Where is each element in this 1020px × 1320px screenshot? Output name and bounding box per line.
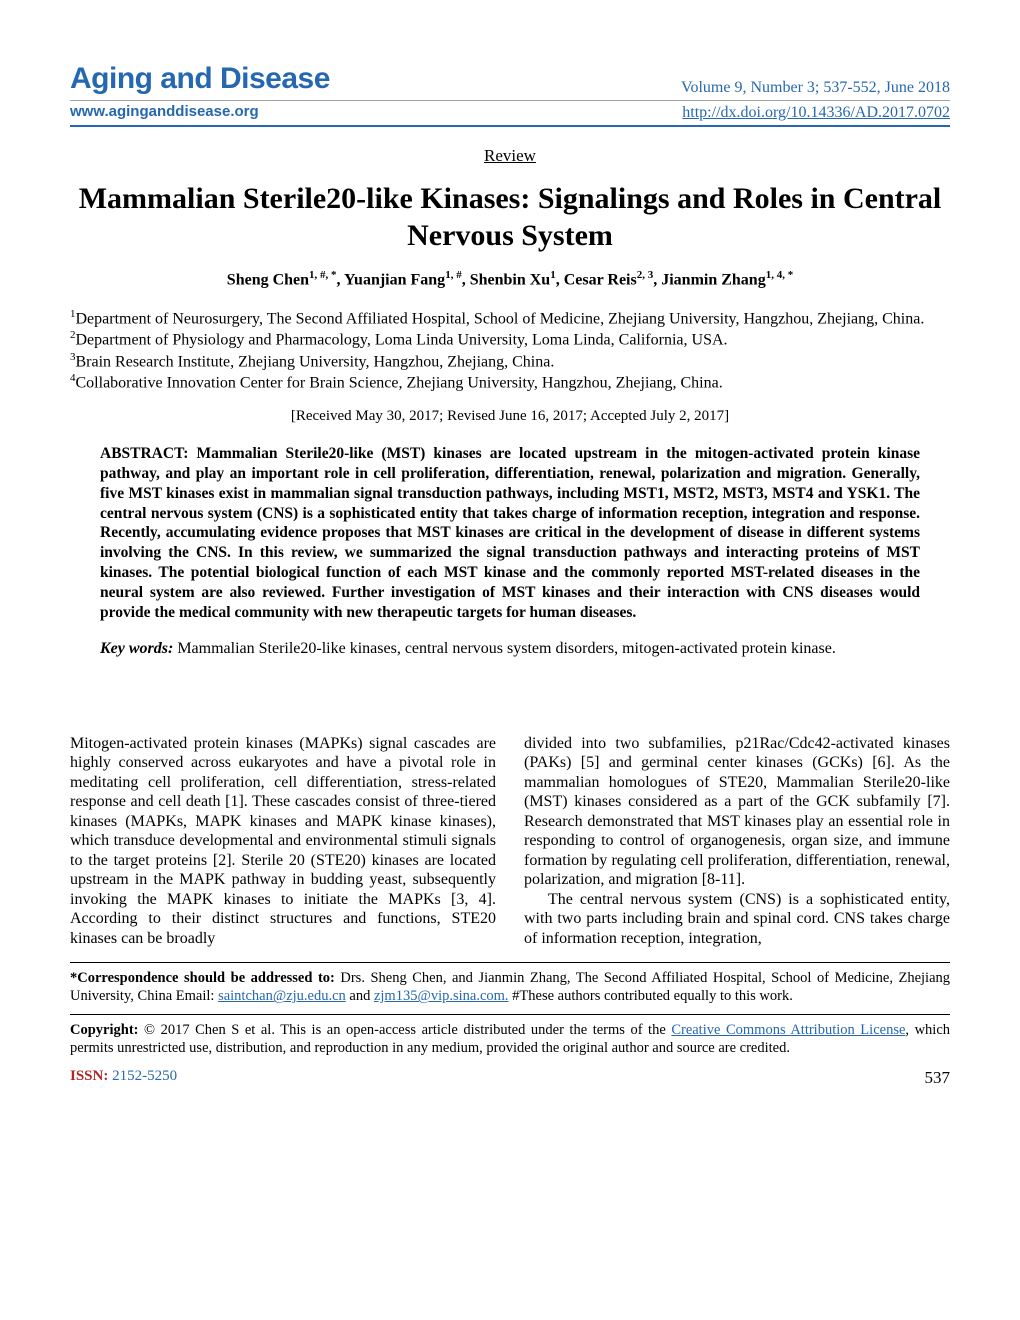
body-para-3: The central nervous system (CNS) is a so… — [524, 890, 950, 949]
footer-rule-1 — [70, 962, 950, 963]
article-title: Mammalian Sterile20-like Kinases: Signal… — [70, 180, 950, 255]
copyright-note: Copyright: © 2017 Chen S et al. This is … — [70, 1021, 950, 1057]
section-label: Review — [70, 145, 950, 166]
page-number: 537 — [925, 1067, 951, 1088]
copyright-text-1: © 2017 Chen S et al. This is an open-acc… — [138, 1022, 671, 1038]
issn-value: 2152-5250 — [108, 1068, 177, 1084]
manuscript-dates: [Received May 30, 2017; Revised June 16,… — [70, 407, 950, 426]
correspondence-email-1[interactable]: saintchan@zju.edu.cn — [218, 988, 346, 1004]
footer-rule-2 — [70, 1014, 950, 1015]
journal-website[interactable]: www.aginganddisease.org — [70, 103, 259, 123]
body-column-right: divided into two subfamilies, p21Rac/Cdc… — [524, 734, 950, 949]
keywords-label: Key words: — [100, 640, 173, 657]
header-top-row: Aging and Disease Volume 9, Number 3; 53… — [70, 60, 950, 101]
abstract-block: ABSTRACT: Mammalian Sterile20-like (MST)… — [100, 444, 920, 622]
issn-label: ISSN: — [70, 1068, 108, 1084]
body-column-left: Mitogen-activated protein kinases (MAPKs… — [70, 734, 496, 949]
doi-link[interactable]: http://dx.doi.org/10.14336/AD.2017.0702 — [682, 103, 950, 123]
keywords-block: Key words: Mammalian Sterile20-like kina… — [100, 639, 920, 659]
copyright-label: Copyright: — [70, 1022, 138, 1038]
body-para-1: Mitogen-activated protein kinases (MAPKs… — [70, 734, 496, 949]
footer-block: *Correspondence should be addressed to: … — [70, 962, 950, 1088]
header-sub-row: www.aginganddisease.org http://dx.doi.or… — [70, 101, 950, 127]
issn-block: ISSN: 2152-5250 — [70, 1067, 177, 1088]
issue-info: Volume 9, Number 3; 537-552, June 2018 — [681, 78, 950, 98]
page-foot-row: ISSN: 2152-5250 537 — [70, 1067, 950, 1088]
body-para-2: divided into two subfamilies, p21Rac/Cdc… — [524, 734, 950, 890]
abstract-text: Mammalian Sterile20-like (MST) kinases a… — [100, 445, 920, 621]
body-columns: Mitogen-activated protein kinases (MAPKs… — [70, 734, 950, 949]
author-list: Sheng Chen1, #, *, Yuanjian Fang1, #, Sh… — [70, 269, 950, 290]
journal-title: Aging and Disease — [70, 60, 330, 98]
correspondence-and: and — [346, 988, 374, 1004]
correspondence-label: *Correspondence should be addressed to: — [70, 970, 335, 986]
correspondence-note: *Correspondence should be addressed to: … — [70, 969, 950, 1005]
abstract-label: ABSTRACT: — [100, 445, 188, 462]
license-link[interactable]: Creative Commons Attribution License — [671, 1022, 905, 1038]
correspondence-text-2: #These authors contributed equally to th… — [509, 988, 793, 1004]
correspondence-email-2[interactable]: zjm135@vip.sina.com. — [374, 988, 509, 1004]
affiliations-block: 1Department of Neurosurgery, The Second … — [70, 308, 950, 393]
keywords-text: Mammalian Sterile20-like kinases, centra… — [177, 640, 835, 657]
